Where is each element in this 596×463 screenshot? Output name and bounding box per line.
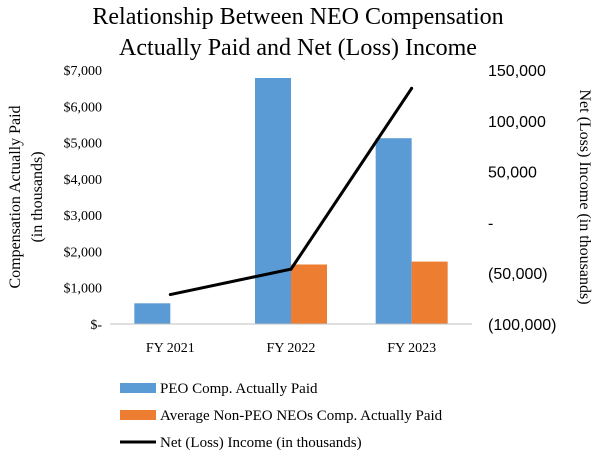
bar-peo-fy-2023 [375, 138, 412, 324]
y-tick-label: $3,000 [64, 209, 103, 224]
y2-tick-label: 50,000 [488, 165, 537, 182]
y2-tick-label: - [488, 215, 493, 232]
legend-label: Average Non-PEO NEOs Comp. Actually Paid [160, 408, 443, 424]
legend-swatch [120, 410, 156, 420]
y-tick-label: $4,000 [64, 173, 103, 188]
y2-axis-label: Net (Loss) Income (in thousands) [576, 89, 593, 304]
y-tick-label: $7,000 [64, 64, 103, 79]
y2-tick-label: (100,000) [488, 317, 557, 334]
x-tick-label: FY 2021 [146, 341, 195, 356]
x-tick-label: FY 2022 [267, 341, 316, 356]
y-tick-label: $6,000 [64, 100, 103, 115]
chart-title-line: Relationship Between NEO Compensation [92, 4, 503, 30]
y2-tick-label: (50,000) [488, 266, 548, 283]
bar-peo-fy-2022 [255, 77, 291, 325]
legend-swatch [120, 383, 156, 393]
y-axis-label-line: (in thousands) [29, 151, 46, 242]
y2-tick-label: 150,000 [488, 63, 546, 80]
net-income-point [289, 267, 293, 271]
net-income-point [410, 86, 414, 90]
bar-non-peo-fy-2023 [411, 261, 448, 324]
legend-label: PEO Comp. Actually Paid [160, 381, 318, 397]
y-axis-label-line: Compensation Actually Paid [7, 105, 24, 288]
y-tick-label: $1,000 [64, 282, 103, 297]
y2-tick-label: 100,000 [488, 114, 546, 131]
bar-peo-fy-2021 [134, 303, 171, 324]
y-tick-label: $- [90, 318, 102, 333]
legend-label: Net (Loss) Income (in thousands) [160, 435, 362, 451]
y-tick-label: $2,000 [64, 245, 103, 260]
net-income-point [168, 293, 172, 297]
bar-non-peo-fy-2022 [291, 264, 327, 324]
chart-title-line: Actually Paid and Net (Loss) Income [119, 35, 477, 61]
y-tick-label: $5,000 [64, 137, 103, 152]
x-tick-label: FY 2023 [387, 341, 436, 356]
